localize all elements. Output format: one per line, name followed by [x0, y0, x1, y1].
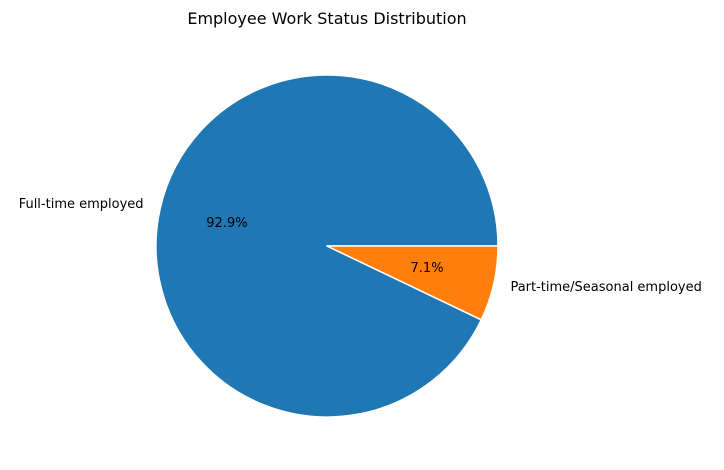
chart-title: Employee Work Status Distribution [187, 9, 466, 28]
slice-percent-label-2: 7.1% [411, 261, 444, 276]
slice-percent-label-1: 92.9% [206, 216, 247, 231]
slice-category-label-1: Full-time employed [19, 197, 144, 212]
pie-slices [155, 74, 499, 418]
slice-category-label-2: Part-time/Seasonal employed [510, 280, 701, 295]
pie-slice-2 [326, 245, 499, 321]
pie-labels: Full-time employed 92.9% Part-time/Seasona… [19, 197, 702, 295]
